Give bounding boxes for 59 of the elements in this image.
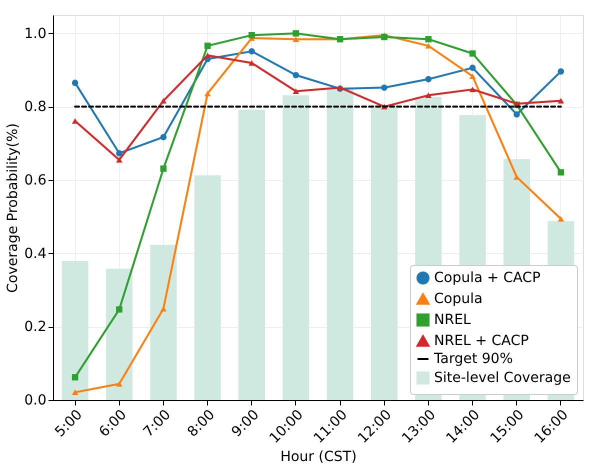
bar — [238, 110, 265, 400]
legend-label: Copula — [434, 291, 483, 307]
point — [248, 32, 255, 38]
x-axis-title: Hour (CST) — [280, 448, 357, 465]
legend-label: NREL — [434, 312, 472, 328]
legend-label: Target 90% — [433, 351, 513, 367]
bar — [282, 95, 310, 400]
point — [381, 34, 388, 40]
point — [292, 30, 300, 36]
point — [160, 165, 167, 172]
y-tick-label: 0.0 — [24, 392, 46, 408]
point — [116, 306, 122, 313]
point — [248, 48, 255, 54]
point — [292, 36, 300, 42]
point — [425, 92, 432, 98]
bar — [326, 88, 354, 400]
point — [381, 84, 388, 91]
point — [558, 98, 564, 104]
y-tick-label: 0.4 — [24, 246, 47, 262]
point — [116, 157, 122, 163]
bar — [194, 175, 221, 400]
point — [204, 42, 211, 49]
point — [469, 86, 476, 92]
point — [72, 118, 78, 124]
point — [469, 64, 476, 71]
legend-label: Copula + CACP — [434, 270, 541, 286]
point — [558, 68, 564, 75]
point — [72, 80, 78, 86]
point — [425, 76, 432, 82]
point — [116, 150, 122, 156]
point — [558, 169, 564, 176]
point — [160, 98, 167, 104]
point — [425, 36, 432, 42]
point — [514, 174, 520, 180]
point — [558, 216, 564, 222]
bar — [371, 104, 398, 400]
bar — [150, 244, 177, 400]
point — [292, 72, 300, 78]
point — [72, 374, 78, 380]
legend-label: Site-level Coverage — [434, 370, 571, 386]
point — [72, 390, 78, 396]
point — [160, 306, 167, 312]
point — [160, 134, 167, 140]
point — [292, 88, 300, 94]
point — [469, 73, 476, 79]
legend-label: NREL + CACP — [434, 333, 529, 349]
point — [514, 111, 520, 118]
bar — [62, 261, 88, 400]
point — [469, 50, 476, 57]
point — [116, 381, 122, 387]
point — [248, 60, 255, 66]
y-tick-label: 1.0 — [24, 26, 46, 42]
y-tick-label: 0.2 — [24, 319, 46, 336]
point — [204, 90, 211, 96]
y-axis-title: Coverage Probability(%) — [5, 123, 22, 293]
bar — [106, 268, 132, 400]
y-tick-label: 0.6 — [24, 172, 47, 188]
y-tick-label: 0.8 — [24, 99, 46, 116]
point — [204, 52, 211, 58]
